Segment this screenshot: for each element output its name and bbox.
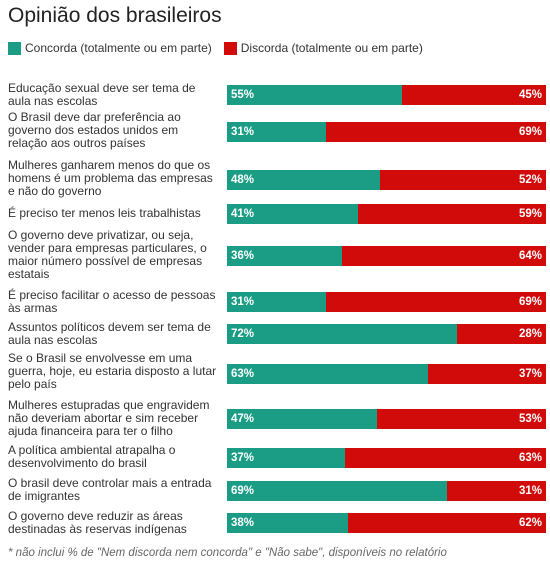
data-label-discorda: 59% [518,208,542,220]
bar-segment-concorda: 47% [227,409,377,429]
data-label-discorda: 45% [518,89,542,101]
category-label: Mulheres ganharem menos do que os homens… [8,158,213,198]
category-label: O brasil deve controlar mais a entrada d… [8,476,212,503]
data-label-discorda: 69% [518,296,542,308]
category-label: É preciso ter menos leis trabalhistas [8,206,201,220]
legend-label-discorda: Discorda (totalmente ou em parte) [240,41,423,55]
stacked-bar: 63% 37% [227,364,546,384]
bar-segment-discorda: 69% [325,122,546,142]
data-label-concorda: 47% [231,413,255,425]
stacked-bar: 47% 53% [227,409,546,429]
bar-segment-discorda: 59% [357,204,546,224]
data-label-concorda: 72% [231,328,255,340]
legend-item-concorda: Concorda (totalmente ou em parte) [8,41,212,55]
category-label: Mulheres estupradas que engravidem não d… [8,398,210,438]
category-label: Educação sexual deve ser tema de aula na… [8,81,196,108]
bar-segment-concorda: 69% [227,481,448,501]
bar-segment-concorda: 36% [227,246,342,266]
data-label-discorda: 53% [518,413,542,425]
data-label-concorda: 63% [231,368,255,380]
stacked-bar: 36% 64% [227,246,546,266]
bar-segment-concorda: 38% [227,513,349,533]
bar-segment-discorda: 45% [402,85,546,105]
data-label-concorda: 69% [231,485,255,497]
bar-segment-discorda: 31% [447,481,546,501]
bar-segment-discorda: 53% [376,409,546,429]
bar-segment-discorda: 62% [348,513,546,533]
bar-segment-concorda: 41% [227,204,358,224]
bar-segment-discorda: 28% [456,324,546,344]
bar-segment-discorda: 63% [345,448,546,468]
bar-segment-discorda: 69% [325,292,546,312]
bar-segment-discorda: 37% [427,364,546,384]
bar-segment-concorda: 72% [227,324,457,344]
category-label: É preciso facilitar o acesso de pessoas … [8,288,216,315]
category-label: O Brasil deve dar preferência ao governo… [8,110,181,150]
data-label-concorda: 31% [231,126,255,138]
category-label: O governo deve privatizar, ou seja, vend… [8,228,207,281]
bar-segment-concorda: 48% [227,170,381,190]
stacked-bar: 31% 69% [227,292,546,312]
stacked-bar: 48% 52% [227,170,546,190]
bar-segment-concorda: 37% [227,448,346,468]
category-label: O governo deve reduzir as áreas destinad… [8,509,187,536]
data-label-concorda: 41% [231,208,255,220]
data-label-concorda: 31% [231,296,255,308]
data-label-concorda: 55% [231,89,255,101]
bar-segment-concorda: 31% [227,122,326,142]
stacked-bar: 37% 63% [227,448,546,468]
data-label-concorda: 38% [231,517,255,529]
legend-item-discorda: Discorda (totalmente ou em parte) [223,41,423,55]
bar-segment-discorda: 52% [380,170,546,190]
stacked-bar: 72% 28% [227,324,546,344]
legend-label-concorda: Concorda (totalmente ou em parte) [25,41,212,55]
data-label-concorda: 48% [231,174,255,186]
data-label-discorda: 37% [518,368,542,380]
bar-segment-concorda: 31% [227,292,326,312]
bar-segment-concorda: 63% [227,364,428,384]
data-label-discorda: 52% [518,174,542,186]
data-label-discorda: 62% [518,517,542,529]
category-label: A política ambiental atrapalha o desenvo… [8,443,176,470]
chart-title: Opinião dos brasileiros [8,4,222,27]
stacked-bar: 69% 31% [227,481,546,501]
data-label-concorda: 36% [231,250,255,262]
bar-segment-discorda: 64% [341,246,546,266]
data-label-discorda: 28% [518,328,542,340]
data-label-discorda: 69% [518,126,542,138]
category-label: Assuntos políticos devem ser tema de aul… [8,320,211,347]
footnote: * não inclui % de "Nem discorda nem conc… [8,547,447,559]
legend-swatch-discorda [223,41,237,55]
data-label-discorda: 64% [518,250,542,262]
stacked-bar: 55% 45% [227,85,546,105]
category-label: Se o Brasil se envolvesse em uma guerra,… [8,351,217,391]
data-label-discorda: 63% [518,452,542,464]
bar-segment-concorda: 55% [227,85,403,105]
data-label-discorda: 31% [518,485,542,497]
stacked-bar: 31% 69% [227,122,546,142]
data-label-concorda: 37% [231,452,255,464]
legend: Concorda (totalmente ou em parte) Discor… [8,40,435,56]
legend-swatch-concorda [8,41,21,55]
stacked-bar: 38% 62% [227,513,546,533]
stacked-bar: 41% 59% [227,204,546,224]
